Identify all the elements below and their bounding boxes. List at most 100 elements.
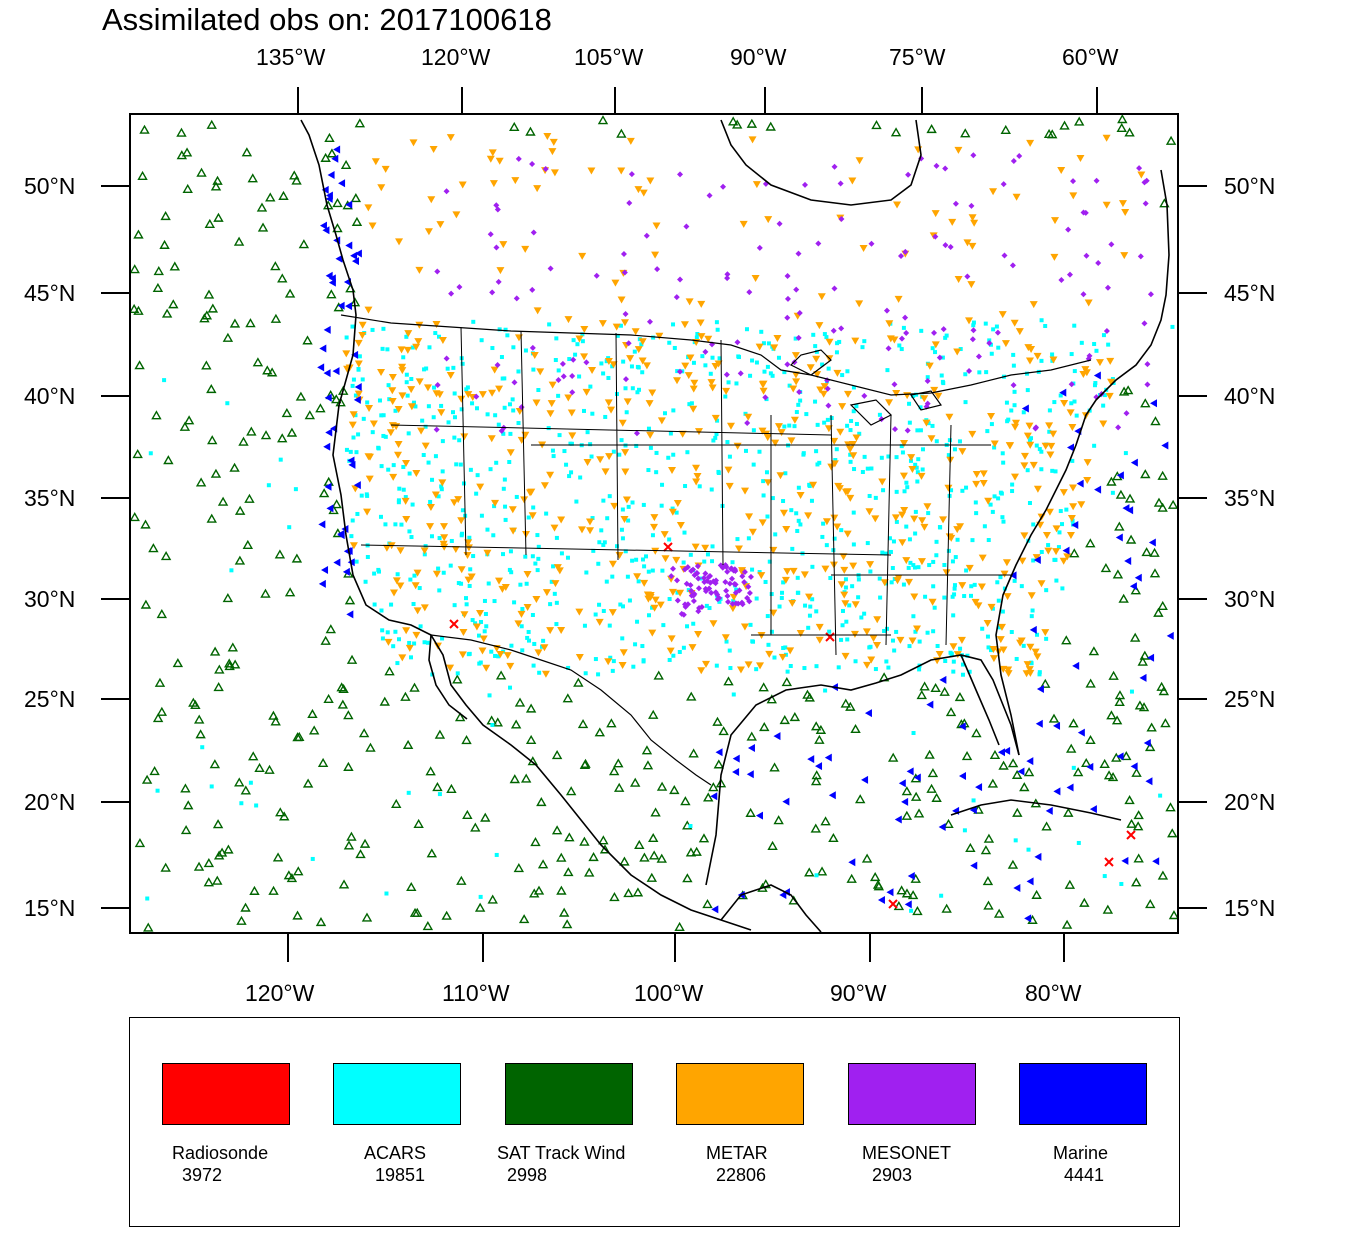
acars-marker <box>810 564 815 569</box>
acars-marker <box>445 366 450 371</box>
mesonet-marker <box>706 585 713 592</box>
sat-track-wind-marker <box>304 410 316 420</box>
acars-marker <box>1002 586 1007 591</box>
acars-marker <box>825 417 830 422</box>
metar-marker <box>796 491 805 499</box>
metar-marker <box>587 167 596 175</box>
acars-marker <box>670 506 675 511</box>
acars-marker <box>836 665 841 670</box>
marine-marker <box>326 504 334 513</box>
acars-marker <box>667 597 672 602</box>
sat-track-wind-marker <box>980 845 992 855</box>
marine-marker <box>997 748 1005 757</box>
acars-marker <box>927 563 932 568</box>
metar-marker <box>634 346 643 354</box>
marine-marker <box>1093 371 1101 380</box>
metar-marker <box>989 646 998 654</box>
sat-track-wind-marker <box>537 859 549 869</box>
acars-marker <box>457 438 462 443</box>
marine-marker <box>1147 653 1155 662</box>
metar-marker <box>786 647 795 655</box>
top-axis-label: 75°W <box>889 44 946 70</box>
sat-track-wind-marker <box>1047 129 1058 139</box>
metar-marker <box>650 514 659 522</box>
sat-track-wind-marker <box>993 908 1005 918</box>
acars-marker <box>590 411 595 416</box>
acars-marker <box>551 454 556 459</box>
acars-marker <box>730 560 735 565</box>
acars-marker <box>490 722 495 727</box>
acars-marker <box>965 653 970 658</box>
metar-marker <box>364 306 373 314</box>
sat-track-wind-marker <box>518 914 530 924</box>
metar-marker <box>615 552 624 560</box>
metar-marker <box>1069 192 1078 200</box>
metar-marker <box>851 337 860 345</box>
mesonet-marker <box>1093 394 1100 401</box>
sat-track-wind-marker <box>810 776 822 786</box>
acars-marker <box>811 332 816 337</box>
acars-marker <box>765 514 770 519</box>
metar-marker <box>667 575 676 583</box>
acars-marker <box>908 458 913 463</box>
acars-marker <box>636 365 641 370</box>
acars-marker <box>792 424 797 429</box>
acars-marker <box>851 385 856 390</box>
metar-marker <box>534 649 543 657</box>
metar-marker <box>1010 319 1019 327</box>
sat-track-wind-marker <box>846 873 857 883</box>
sat-track-wind-marker <box>1157 470 1168 480</box>
sat-track-wind-marker <box>154 677 166 687</box>
acars-marker <box>530 612 535 617</box>
right-axis-label: 45°N <box>1224 280 1276 306</box>
metar-marker <box>880 579 889 587</box>
acars-marker <box>601 371 606 376</box>
acars-marker <box>623 549 628 554</box>
mesonet-marker <box>1058 277 1065 284</box>
marine-marker <box>886 888 894 897</box>
sat-track-wind-marker <box>325 624 337 634</box>
marine-marker <box>970 861 978 870</box>
acars-marker <box>783 645 788 650</box>
acars-marker <box>379 464 384 469</box>
marine-marker <box>1026 757 1034 766</box>
mesonet-marker <box>726 580 733 587</box>
right-axis-label: 25°N <box>1224 686 1276 712</box>
radiosonde-marker <box>825 632 835 642</box>
acars-marker <box>808 604 813 609</box>
acars-marker <box>422 367 427 372</box>
mesonet-marker <box>1066 271 1073 278</box>
marine-marker <box>1161 441 1169 450</box>
sat-track-wind-marker <box>691 846 702 856</box>
map-panel[interactable] <box>129 113 1179 934</box>
mesonet-marker <box>542 166 549 173</box>
marine-marker <box>938 822 946 831</box>
acars-marker <box>523 554 528 559</box>
sat-track-wind-marker <box>331 499 342 509</box>
metar-marker <box>351 485 360 493</box>
acars-marker <box>479 513 484 518</box>
sat-track-wind-marker <box>346 831 357 841</box>
right-axis-label: 20°N <box>1224 789 1276 815</box>
marine-marker <box>1116 471 1124 480</box>
metar-marker <box>620 515 629 523</box>
mesonet-marker <box>924 378 931 385</box>
sat-track-wind-marker <box>598 835 609 845</box>
metar-marker <box>1045 422 1054 430</box>
metar-marker <box>724 466 733 474</box>
acars-marker <box>607 494 612 499</box>
acars-marker <box>894 629 899 634</box>
mesonet-marker <box>570 356 577 363</box>
sat-track-wind-marker <box>650 807 661 817</box>
metar-marker <box>984 497 993 505</box>
marine-marker <box>323 369 331 378</box>
sat-track-wind-marker <box>264 764 275 774</box>
sat-track-wind-marker <box>562 693 574 703</box>
marine-marker <box>323 325 331 334</box>
acars-marker <box>363 579 368 584</box>
mesonet-marker <box>473 393 480 400</box>
metar-marker <box>1026 669 1035 677</box>
sat-track-wind-marker <box>556 885 567 895</box>
acars-marker <box>1011 352 1016 357</box>
acars-marker <box>574 499 579 504</box>
